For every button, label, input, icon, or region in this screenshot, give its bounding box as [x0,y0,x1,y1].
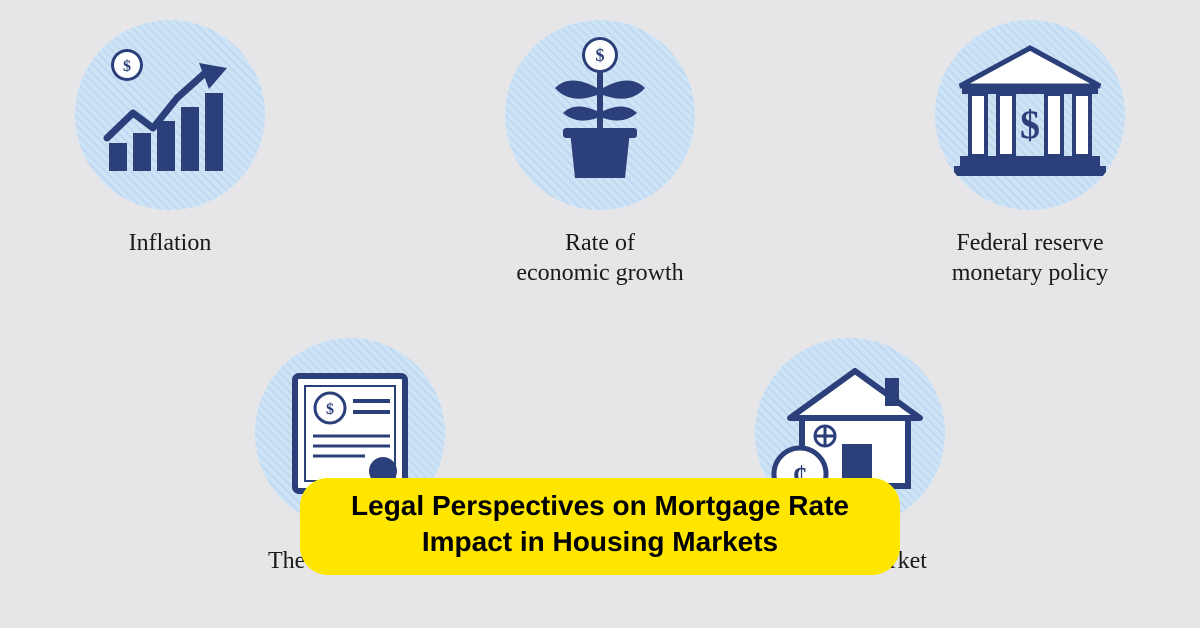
label-fed: Federal reservemonetary policy [952,228,1109,288]
circle-growth: $ [505,20,695,210]
label-growth: Rate ofeconomic growth [516,228,683,288]
title-banner: Legal Perspectives on Mortgage Rate Impa… [300,478,900,575]
infographic-container: $ Inflation [0,0,1200,628]
chart-up-icon: $ [95,43,245,188]
svg-text:$: $ [596,45,605,65]
item-fed: $ Federal reservemonetary policy [890,20,1170,288]
bank-dollar-icon: $ [950,38,1110,193]
svg-text:$: $ [1020,102,1040,147]
svg-text:$: $ [326,401,334,418]
label-inflation: Inflation [129,228,212,258]
svg-text:$: $ [123,58,131,75]
plant-dollar-icon: $ [525,33,675,198]
circle-inflation: $ [75,20,265,210]
item-growth: $ Rate ofeconomic growth [460,20,740,288]
circle-fed: $ [935,20,1125,210]
top-row: $ Inflation [0,0,1200,288]
item-inflation: $ Inflation [30,20,310,288]
